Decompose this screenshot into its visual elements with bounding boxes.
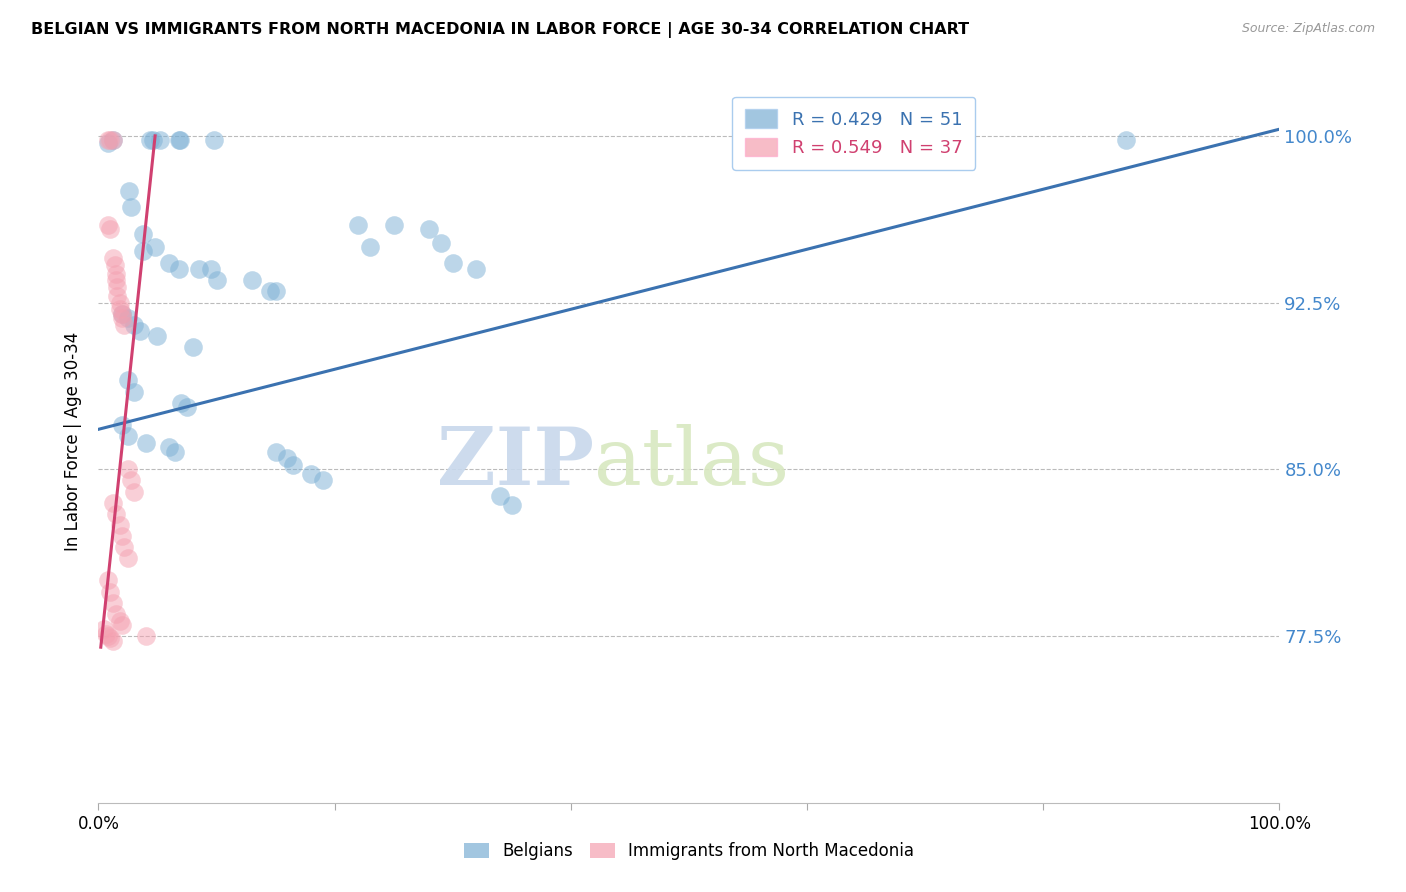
Point [149,133,172,147]
Point [101,496,124,510]
Point [441,255,464,269]
Point [122,384,145,399]
Point [111,417,134,432]
Point [167,133,190,147]
Point [108,614,131,628]
Point [101,133,124,147]
Point [240,273,263,287]
Point [176,400,198,414]
Point [105,607,128,621]
Point [121,200,143,214]
Point [105,280,128,294]
Point [97,574,120,588]
Text: BELGIAN VS IMMIGRANTS FROM NORTH MACEDONIA IN LABOR FORCE | AGE 30-34 CORRELATIO: BELGIAN VS IMMIGRANTS FROM NORTH MACEDON… [31,22,969,38]
Point [98,584,121,599]
Point [135,629,157,643]
Point [276,451,298,466]
Point [101,133,124,147]
Point [98,133,121,147]
Point [181,340,204,354]
Point [105,273,128,287]
Point [122,484,145,499]
Point [157,255,180,269]
Point [101,596,124,610]
Point [382,218,405,232]
Point [117,551,139,566]
Y-axis label: In Labor Force | Age 30-34: In Labor Force | Age 30-34 [63,332,82,551]
Point [97,629,120,643]
Point [359,240,381,254]
Point [205,273,228,287]
Text: atlas: atlas [595,425,790,502]
Point [108,517,131,532]
Point [465,262,488,277]
Point [312,474,335,488]
Point [111,307,134,321]
Point [139,133,162,147]
Point [146,329,169,343]
Point [101,251,124,265]
Point [143,240,166,254]
Point [118,185,141,199]
Point [105,267,128,281]
Point [111,529,134,543]
Point [157,440,180,454]
Point [105,507,128,521]
Text: ZIP: ZIP [437,425,595,502]
Point [200,262,222,277]
Point [98,632,121,646]
Point [97,136,120,150]
Point [97,218,120,232]
Point [101,633,124,648]
Point [112,540,135,554]
Point [128,325,150,339]
Point [1115,133,1137,147]
Point [489,489,512,503]
Point [167,262,190,277]
Point [122,318,145,332]
Point [430,235,453,250]
Point [135,435,157,450]
Point [347,218,370,232]
Point [259,285,281,299]
Point [264,444,287,458]
Point [501,498,523,512]
Point [299,467,322,481]
Point [117,373,139,387]
Point [142,133,165,147]
Text: Source: ZipAtlas.com: Source: ZipAtlas.com [1241,22,1375,36]
Point [93,623,115,637]
Point [264,285,287,299]
Point [202,133,225,147]
Legend: Belgians, Immigrants from North Macedonia: Belgians, Immigrants from North Macedoni… [457,836,921,867]
Point [165,444,187,458]
Point [187,262,209,277]
Point [132,227,155,241]
Point [170,395,193,409]
Point [132,244,155,259]
Point [117,462,139,476]
Point [94,627,117,641]
Point [112,318,135,332]
Point [121,474,143,488]
Point [169,133,191,147]
Point [108,302,131,317]
Point [117,429,139,443]
Point [104,258,127,272]
Point [108,295,131,310]
Point [105,289,128,303]
Point [283,458,305,472]
Point [418,222,440,236]
Point [111,311,134,326]
Point [111,618,134,632]
Point [111,307,134,321]
Point [117,311,139,326]
Point [98,222,121,236]
Point [97,133,120,147]
